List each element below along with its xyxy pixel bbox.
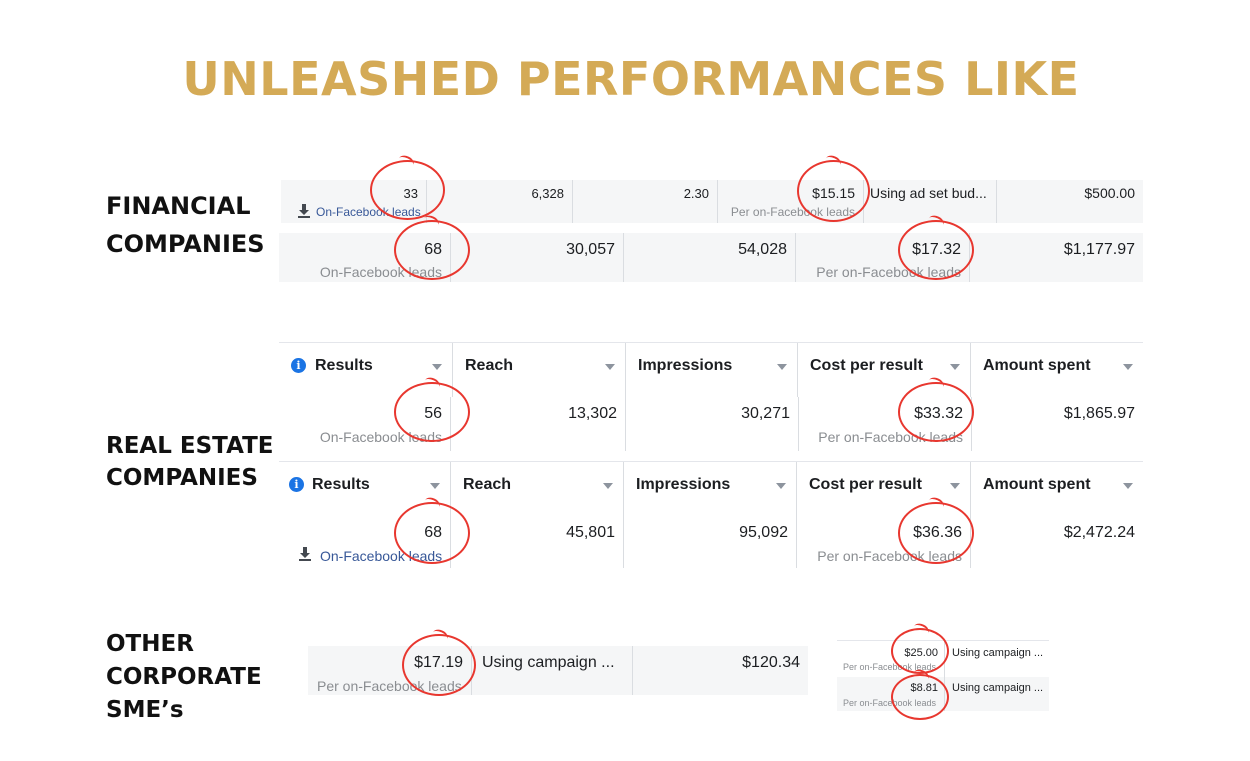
spent-header[interactable]: Amount spent [971, 462, 1143, 516]
highlight-circle [898, 502, 974, 564]
highlight-circle [891, 674, 949, 720]
impressions-cell: 95,092 [624, 516, 797, 568]
spent-value: $1,865.97 [1063, 405, 1135, 422]
reach-header[interactable]: Reach [453, 343, 626, 397]
impressions-cell: 30,271 [626, 397, 799, 451]
spent-value: $2,472.24 [1063, 524, 1135, 541]
cost-header[interactable]: Cost per result [798, 343, 971, 397]
highlight-circle [898, 382, 974, 442]
spent-cell: $2,472.24 [971, 516, 1143, 568]
impressions-header[interactable]: Impressions [626, 343, 798, 397]
highlight-circle [891, 628, 949, 674]
results-header-label: Results [312, 476, 370, 493]
caret-down-icon[interactable] [950, 483, 960, 489]
cost-header-label: Cost per result [810, 357, 923, 374]
caret-down-icon[interactable] [605, 364, 615, 370]
cost-header-label: Cost per result [809, 476, 922, 493]
cost-header[interactable]: Cost per result [797, 462, 971, 516]
highlight-circle [898, 220, 974, 280]
highlight-circle [370, 160, 445, 220]
budget-value: Using campaign ... [482, 654, 615, 671]
download-icon[interactable] [299, 547, 311, 561]
caret-down-icon[interactable] [777, 364, 787, 370]
section-label-financial: FINANCIAL COMPANIES [106, 192, 265, 258]
spent-cell: $120.34 [633, 646, 808, 695]
spent-cell: $500.00 [997, 180, 1143, 223]
reach-header-label: Reach [465, 357, 514, 374]
caret-down-icon[interactable] [776, 483, 786, 489]
spent-value: $1,177.97 [1063, 241, 1135, 258]
impressions-value: 30,271 [741, 405, 790, 422]
impressions-cell: 54,028 [624, 233, 796, 282]
highlight-circle [394, 502, 470, 564]
frequency-value: 2.30 [683, 186, 709, 201]
impressions-header-label: Impressions [638, 357, 733, 374]
budget-value: Using campaign ... [952, 647, 1044, 659]
caret-down-icon[interactable] [1123, 364, 1133, 370]
caret-down-icon[interactable] [1123, 483, 1133, 489]
budget-cell: Using campaign ... [945, 641, 1049, 677]
highlight-circle [797, 160, 870, 222]
spent-header[interactable]: Amount spent [971, 343, 1143, 397]
budget-cell: Using campaign ... [945, 677, 1049, 711]
section-label-other: OTHER CORPORATE SME’s [106, 631, 262, 723]
spent-cell: $1,177.97 [970, 233, 1143, 282]
impressions-value: 54,028 [738, 241, 787, 258]
cost-sub-label: Per on-Facebook leads [843, 698, 937, 708]
highlight-circle [394, 220, 470, 280]
budget-cell: Using ad set bud... [864, 180, 997, 223]
spent-value: $120.34 [742, 654, 800, 671]
page-title: UNLEASHED PERFORMANCES LIKE [182, 52, 1080, 106]
impressions-header-label: Impressions [636, 476, 731, 493]
frequency-cell: 2.30 [573, 180, 718, 223]
reach-cell: 45,801 [451, 516, 624, 568]
results-header[interactable]: i Results [279, 343, 453, 397]
spent-header-label: Amount spent [983, 357, 1091, 374]
caret-down-icon[interactable] [603, 483, 613, 489]
cost-sub-label: Per on-Facebook leads [843, 662, 937, 672]
spent-cell: $1,865.97 [972, 397, 1143, 451]
spent-value: $500.00 [1084, 185, 1135, 201]
reach-header-label: Reach [463, 476, 512, 493]
info-icon[interactable]: i [291, 358, 306, 373]
budget-value: Using ad set bud... [870, 185, 987, 201]
reach-value: 13,302 [568, 405, 617, 422]
results-header-label: Results [315, 357, 373, 374]
budget-value: Using campaign ... [952, 682, 1044, 694]
caret-down-icon[interactable] [432, 364, 442, 370]
budget-cell: Using campaign ... [472, 646, 633, 695]
reach-cell: 6,328 [427, 180, 573, 223]
caret-down-icon[interactable] [950, 364, 960, 370]
reach-value: 6,328 [531, 186, 564, 201]
impressions-value: 95,092 [739, 524, 788, 541]
download-icon[interactable] [298, 204, 310, 218]
info-icon[interactable]: i [289, 477, 304, 492]
impressions-header[interactable]: Impressions [624, 462, 797, 516]
highlight-circle [402, 634, 476, 696]
spent-header-label: Amount spent [983, 476, 1091, 493]
reach-value: 45,801 [566, 524, 615, 541]
caret-down-icon[interactable] [430, 483, 440, 489]
reach-cell: 30,057 [451, 233, 624, 282]
section-label-real-estate: REAL ESTATE COMPANIES [106, 433, 274, 491]
reach-value: 30,057 [566, 241, 615, 258]
results-header[interactable]: i Results [279, 462, 451, 516]
reach-cell: 13,302 [451, 397, 626, 451]
highlight-circle [394, 382, 470, 442]
other-row: $17.19 Per on-Facebook leads Using campa… [308, 646, 808, 695]
reach-header[interactable]: Reach [451, 462, 624, 516]
